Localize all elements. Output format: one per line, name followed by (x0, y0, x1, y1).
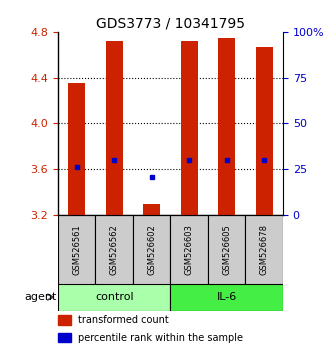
Bar (58, 315, 71, 325)
Text: percentile rank within the sample: percentile rank within the sample (78, 332, 243, 343)
Bar (208, 215, 246, 284)
Bar (218, 38, 235, 215)
Text: GSM526603: GSM526603 (185, 224, 194, 275)
Text: IL-6: IL-6 (216, 292, 237, 302)
Bar (58, 284, 170, 311)
Bar (58, 215, 95, 284)
Bar (68, 84, 85, 215)
Text: GSM526602: GSM526602 (147, 224, 156, 275)
Text: GSM526561: GSM526561 (72, 224, 81, 275)
Text: GSM526605: GSM526605 (222, 224, 231, 275)
Bar (95, 215, 133, 284)
Title: GDS3773 / 10341795: GDS3773 / 10341795 (96, 17, 245, 31)
Bar (143, 204, 160, 215)
Text: agent: agent (24, 292, 56, 302)
Bar (256, 47, 273, 215)
Bar (246, 215, 283, 284)
Text: control: control (95, 292, 133, 302)
Bar (170, 284, 283, 311)
Text: GSM526562: GSM526562 (110, 224, 119, 275)
Bar (181, 41, 198, 215)
Bar (133, 215, 170, 284)
Bar (106, 41, 122, 215)
Bar (58, 332, 71, 343)
Bar (170, 215, 208, 284)
Text: transformed count: transformed count (78, 315, 169, 325)
Text: GSM526678: GSM526678 (260, 224, 269, 275)
